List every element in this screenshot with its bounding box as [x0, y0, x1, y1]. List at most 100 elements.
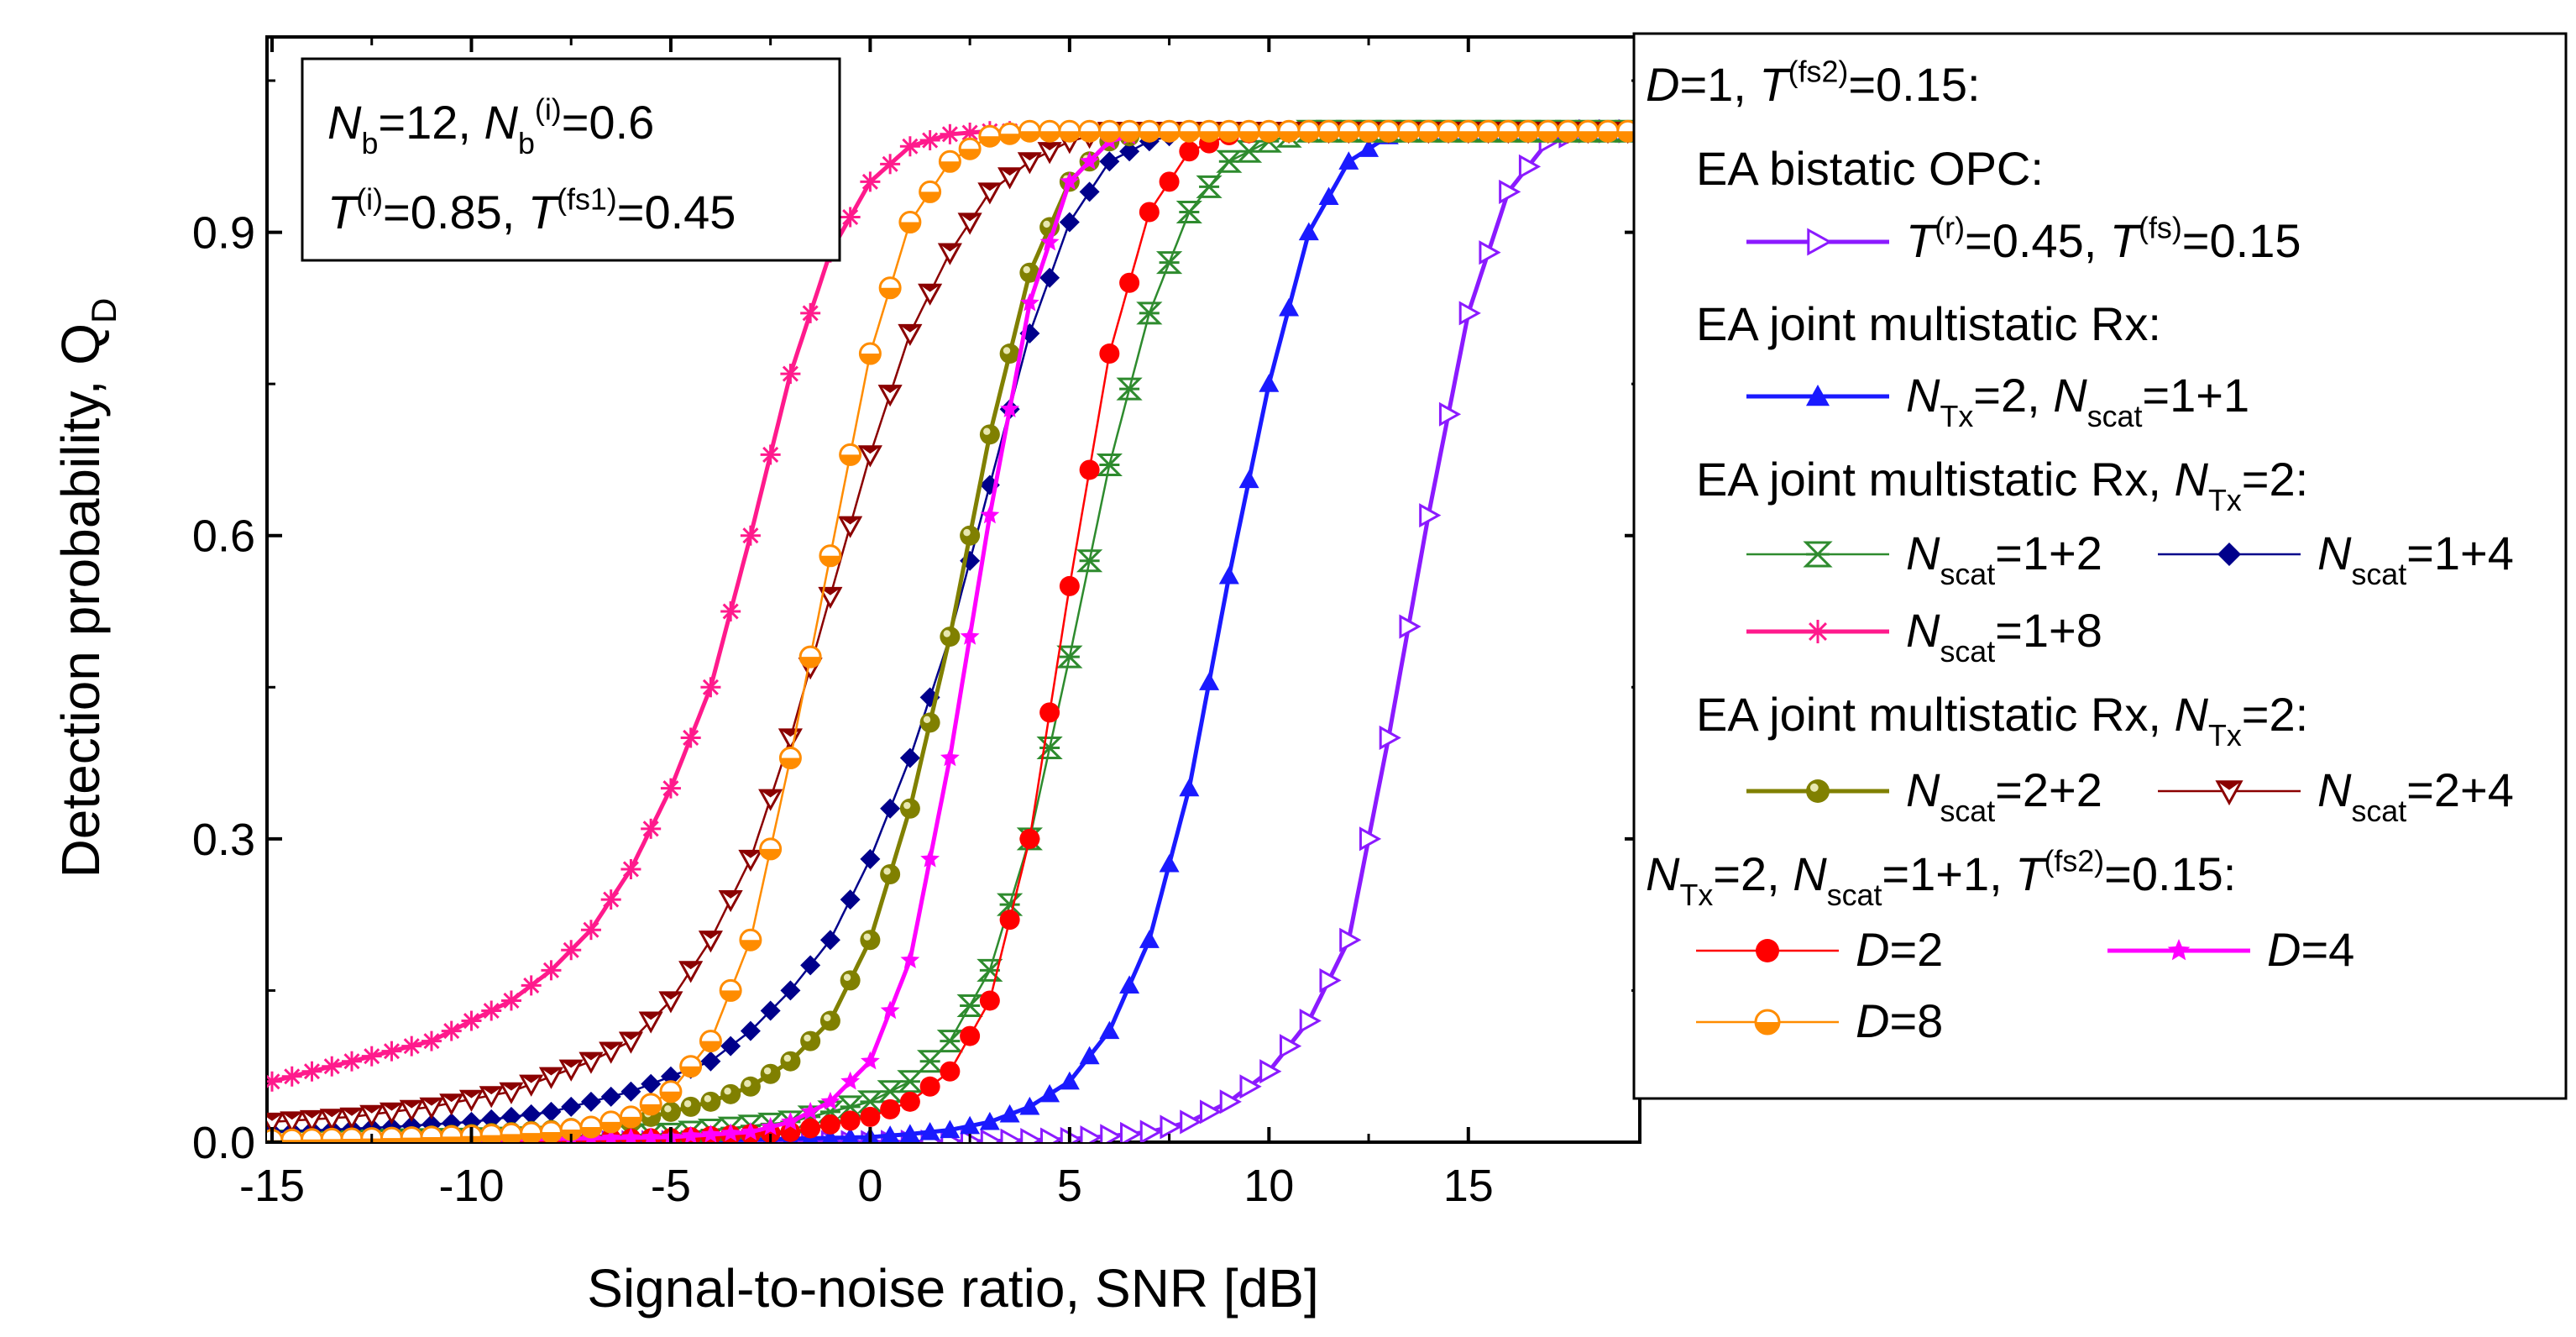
marker	[899, 1091, 920, 1112]
marker	[740, 1020, 761, 1041]
marker	[1000, 1128, 1023, 1142]
marker	[1298, 222, 1319, 241]
marker	[681, 1125, 701, 1142]
marker-fill	[401, 1101, 422, 1109]
marker	[800, 1101, 820, 1120]
marker-fill	[840, 454, 861, 465]
marker	[1419, 503, 1442, 528]
marker	[900, 950, 920, 969]
marker-fill	[1259, 131, 1280, 142]
marker	[960, 1025, 981, 1046]
marker	[840, 970, 861, 991]
marker	[1259, 1059, 1282, 1084]
marker	[561, 1096, 582, 1117]
marker	[762, 446, 779, 463]
marker-fill	[361, 1106, 382, 1114]
marker-fill	[880, 385, 901, 393]
legend-label-d2: D=2	[1856, 923, 1943, 976]
y-tick-label: 0.6	[192, 511, 255, 562]
marker	[922, 132, 939, 149]
marker-highlight	[983, 427, 991, 435]
marker	[1119, 1121, 1143, 1142]
marker	[740, 1076, 761, 1097]
series-nscat22	[267, 121, 1640, 1142]
marker-fill	[1079, 131, 1100, 142]
marker	[1238, 469, 1259, 489]
marker	[919, 712, 940, 733]
marker	[284, 1068, 301, 1085]
marker-fill	[1019, 153, 1040, 161]
legend-header: EA joint multistatic Rx:	[1696, 297, 2161, 350]
marker	[443, 1023, 460, 1040]
legend-label-nscat14: Nscat=1+4	[2317, 527, 2514, 591]
marker	[819, 930, 840, 951]
marker-fill	[1159, 131, 1180, 142]
marker-fill	[960, 213, 981, 222]
marker-fill	[960, 149, 981, 160]
marker	[979, 424, 1000, 445]
marker-highlight	[943, 630, 950, 637]
marker-fill	[1139, 131, 1160, 142]
marker-fill	[641, 1012, 662, 1020]
marker	[1199, 1099, 1223, 1125]
marker	[1119, 272, 1140, 293]
marker	[897, 1070, 924, 1093]
marker	[941, 126, 958, 143]
marker-fill	[401, 1137, 422, 1142]
marker	[760, 1000, 781, 1021]
marker	[1359, 139, 1380, 157]
marker	[563, 941, 579, 958]
parameters-line-1: Nb=12, Nb(i)=0.6	[327, 93, 654, 160]
marker	[383, 1043, 401, 1060]
marker	[1259, 374, 1280, 392]
marker-fill	[720, 891, 741, 899]
legend-entry-nscat24: Nscat=2+4	[2158, 763, 2514, 828]
marker	[780, 980, 801, 1001]
marker	[840, 1110, 861, 1131]
marker-fill	[740, 940, 761, 951]
legend-entry-nscat12: Nscat=1+2	[1746, 527, 2102, 591]
marker	[999, 1104, 1020, 1123]
parameters-box-frame	[301, 57, 841, 262]
marker	[267, 1073, 280, 1088]
marker	[1059, 575, 1080, 596]
marker	[622, 861, 639, 878]
marker	[1239, 1074, 1262, 1099]
marker-fill	[999, 134, 1020, 144]
marker	[503, 992, 520, 1009]
marker	[919, 1121, 940, 1140]
marker	[1803, 541, 1833, 568]
x-tick-label: 0	[857, 1161, 882, 1211]
marker-fill	[441, 1136, 462, 1142]
marker	[880, 1098, 901, 1119]
marker-fill	[940, 244, 961, 252]
marker-fill	[1418, 131, 1439, 142]
marker	[523, 977, 540, 994]
marker-fill	[600, 1043, 621, 1051]
marker-highlight	[804, 1034, 811, 1042]
marker	[899, 798, 920, 819]
marker-fill	[341, 1109, 362, 1116]
marker-fill	[1218, 131, 1239, 142]
marker	[840, 889, 861, 910]
marker	[683, 729, 699, 747]
marker	[802, 305, 819, 322]
marker-highlight	[883, 868, 891, 875]
marker	[1159, 853, 1180, 873]
marker	[423, 1033, 440, 1050]
marker-fill	[1039, 131, 1060, 142]
marker-highlight	[1043, 220, 1050, 228]
marker-fill	[1199, 131, 1220, 142]
marker-fill	[899, 325, 920, 333]
marker	[1019, 828, 1040, 849]
marker-fill	[1458, 131, 1479, 142]
marker	[860, 1106, 881, 1127]
marker-fill	[1039, 143, 1060, 151]
marker-fill	[999, 168, 1020, 176]
marker-fill	[281, 1140, 302, 1142]
marker-fill	[2217, 781, 2241, 790]
marker	[1807, 228, 1833, 256]
marker-fill	[421, 1136, 442, 1142]
marker-fill	[660, 1091, 681, 1102]
